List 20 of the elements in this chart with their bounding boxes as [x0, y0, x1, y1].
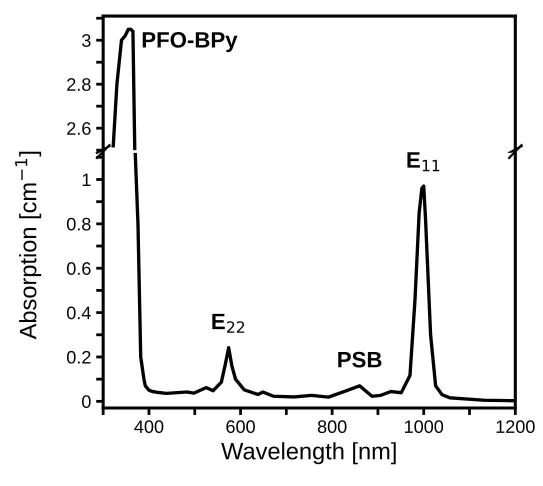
annotation: E$_{22}$ [212, 314, 244, 333]
x-tick-label: 400 [134, 420, 164, 434]
x-tick-label: 1000 [405, 420, 444, 434]
y-axis-title: Absorption [cm$^{−1}$] [15, 152, 42, 340]
y-tick-label: 0.6 [66, 262, 91, 275]
y-tick-label: 3 [82, 34, 91, 47]
y-tick-label: 1 [82, 174, 90, 186]
x-tick-label: 600 [226, 420, 255, 434]
y-tick-label: 0.8 [66, 218, 91, 231]
y-tick-label: 0.2 [66, 350, 90, 364]
y-tick-label: 2.8 [67, 78, 91, 91]
annotation: PFO-BPy [142, 32, 238, 52]
annotation: PSB [338, 352, 382, 368]
annotation: E$_{11}$ [407, 152, 440, 172]
x-tick-label: 1200 [496, 420, 535, 434]
y-tick-label: 2.6 [67, 122, 91, 135]
y-tick-label: 0.4 [66, 306, 91, 320]
x-axis-title: Wavelength [nm] [221, 442, 396, 464]
x-tick-label: 800 [318, 420, 346, 434]
y-tick-label: 0 [82, 395, 91, 408]
